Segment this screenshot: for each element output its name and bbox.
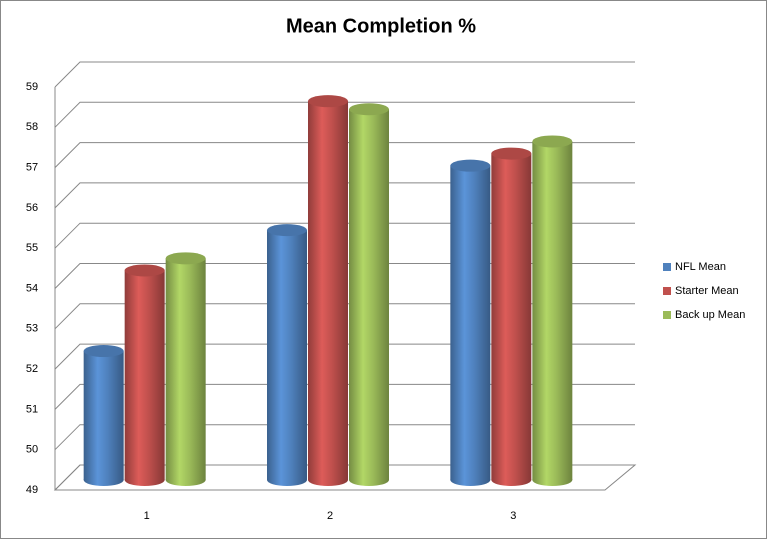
grid-line — [54, 303, 635, 330]
x-tick-label: 3 — [510, 510, 516, 522]
legend-label: NFL Mean — [675, 261, 726, 273]
bar — [450, 165, 491, 480]
y-tick-label: 57 — [26, 162, 38, 174]
cylinder — [267, 224, 307, 486]
y-tick-label: 59 — [26, 81, 38, 93]
x-tick-label: 2 — [327, 510, 333, 522]
cylinder-top — [450, 159, 491, 172]
y-tick-label: 58 — [26, 121, 38, 133]
grid-line — [54, 383, 635, 410]
y-tick-label: 56 — [26, 202, 38, 214]
cylinder-top — [491, 147, 532, 160]
legend-swatch — [663, 311, 671, 319]
y-tick-label: 52 — [26, 363, 38, 375]
bar — [491, 153, 532, 480]
grid-line — [54, 142, 635, 168]
cylinder — [124, 264, 165, 486]
cylinder-top — [124, 264, 165, 277]
legend-label: Back up Mean — [675, 309, 745, 321]
cylinder — [532, 135, 573, 486]
cylinder — [308, 95, 348, 486]
cylinder-top — [165, 252, 206, 265]
bar — [532, 141, 573, 481]
cylinder — [491, 147, 532, 486]
legend-swatch — [663, 263, 671, 271]
cylinder-top — [83, 345, 124, 358]
y-tick-label: 55 — [26, 242, 38, 254]
y-tick-label: 54 — [26, 282, 38, 294]
y-tick-label: 49 — [26, 484, 38, 496]
cylinder-top — [349, 103, 389, 116]
bar — [83, 351, 124, 480]
chart-title: Mean Completion % — [286, 15, 476, 37]
bar — [267, 230, 307, 480]
bar — [124, 270, 165, 480]
grid-line — [54, 182, 635, 209]
x-tick-label: 1 — [144, 510, 150, 522]
legend-swatch — [663, 287, 671, 295]
cylinder-top — [267, 224, 307, 237]
cylinder — [349, 103, 389, 486]
legend-label: Starter Mean — [675, 285, 739, 297]
grid-line — [54, 101, 635, 128]
bar — [165, 258, 206, 480]
grid-line — [54, 464, 635, 491]
cylinder — [450, 159, 491, 486]
grid-line — [54, 263, 635, 289]
grid-line — [54, 343, 635, 370]
y-tick-label: 51 — [26, 403, 38, 415]
y-tick-label: 50 — [26, 444, 38, 456]
bar — [349, 109, 389, 481]
bar — [308, 101, 348, 481]
cylinder — [83, 345, 124, 486]
cylinder — [165, 252, 206, 486]
y-tick-label: 53 — [26, 323, 38, 335]
grid-line — [54, 61, 635, 88]
grid-line — [54, 222, 635, 249]
cylinder-top — [308, 95, 348, 108]
grid-line — [54, 424, 635, 451]
cylinder-top — [532, 135, 573, 148]
